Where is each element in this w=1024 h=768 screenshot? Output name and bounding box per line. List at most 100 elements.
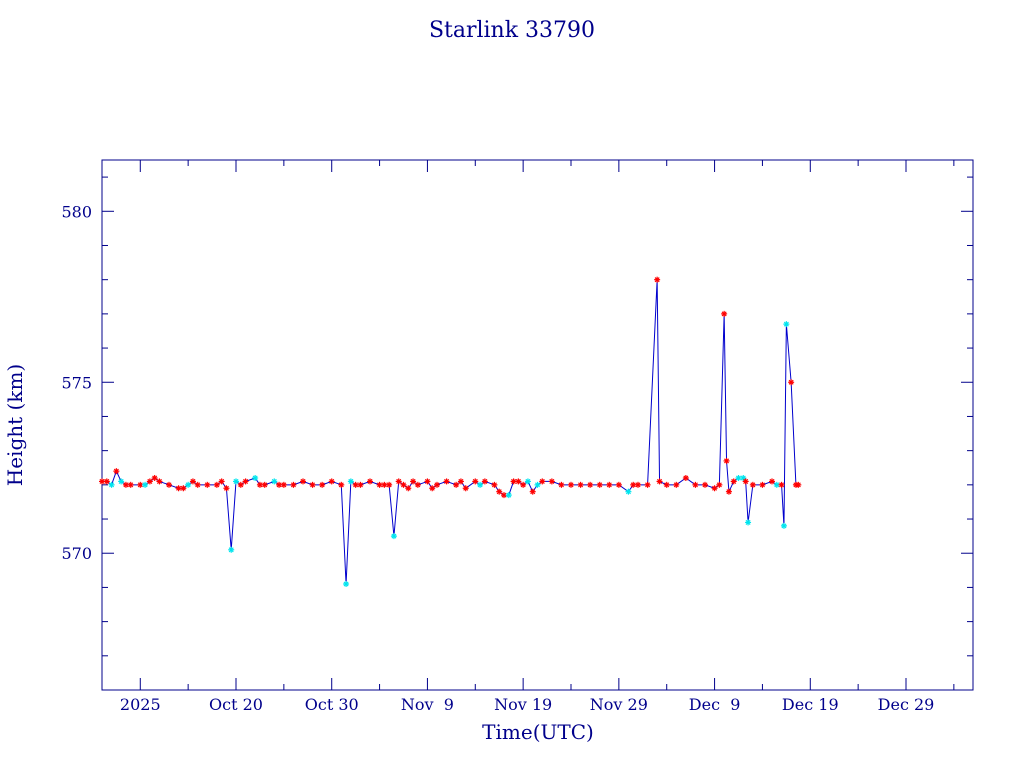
data-point — [256, 481, 263, 488]
data-point — [424, 478, 431, 485]
data-point — [635, 481, 641, 488]
data-point — [242, 478, 249, 485]
data-point — [290, 481, 297, 488]
data-point — [721, 310, 728, 317]
chart-title: Starlink 33790 — [429, 18, 595, 43]
data-point — [300, 478, 306, 485]
data-point — [410, 478, 417, 485]
data-point — [769, 478, 775, 485]
data-point — [759, 481, 766, 488]
series-line — [102, 279, 799, 585]
data-point — [146, 478, 153, 485]
data-point — [663, 481, 670, 488]
data-point — [795, 481, 802, 488]
axis-ticks — [102, 160, 973, 691]
data-point — [400, 481, 407, 488]
data-point — [108, 481, 115, 488]
data-point — [730, 478, 737, 485]
x-tick-label: Nov 9 — [401, 695, 454, 714]
data-point — [520, 481, 527, 488]
data-point — [443, 478, 450, 485]
data-point — [702, 481, 708, 488]
data-point — [558, 481, 565, 488]
data-point — [788, 379, 795, 386]
data-point — [496, 488, 503, 495]
data-point — [347, 478, 354, 485]
data-point — [405, 485, 412, 492]
data-point — [414, 481, 421, 488]
data-point — [261, 481, 268, 488]
y-tick-label: 570 — [61, 544, 92, 563]
data-point — [716, 481, 723, 488]
data-point — [529, 488, 536, 495]
data-point — [548, 478, 555, 485]
y-axis-label: Height (km) — [3, 364, 27, 486]
data-point — [596, 481, 603, 488]
data-point — [194, 481, 201, 488]
data-point — [237, 481, 244, 488]
x-tick-labels: 2025 Oct 20 Oct 30 Nov 9 Nov 19 Nov 29 Dec 9 De… — [120, 695, 934, 714]
data-point — [328, 478, 335, 485]
data-point — [390, 533, 397, 540]
data-point — [534, 481, 541, 488]
y-tick-label: 580 — [61, 202, 92, 221]
data-point — [218, 478, 225, 485]
data-point — [127, 481, 134, 488]
data-point — [539, 478, 546, 485]
data-point — [113, 468, 120, 475]
data-point — [343, 581, 350, 587]
data-point — [142, 481, 149, 488]
data-point — [481, 478, 488, 485]
data-point — [357, 481, 364, 488]
data-markers — [99, 276, 802, 587]
y-tick-labels: 570 575 580 — [61, 202, 92, 563]
data-point — [185, 481, 192, 488]
data-point — [472, 478, 479, 485]
data-point — [386, 481, 393, 488]
x-axis-label: Time(UTC) — [482, 720, 594, 744]
data-point — [166, 481, 172, 488]
x-tick-label: Dec 9 — [689, 695, 741, 714]
data-point — [505, 492, 512, 499]
y-tick-label: 575 — [61, 373, 92, 392]
data-point — [654, 276, 661, 283]
data-point — [615, 481, 622, 488]
data-point — [319, 481, 326, 488]
data-point — [309, 481, 316, 488]
data-point — [783, 321, 790, 328]
data-point — [711, 485, 718, 492]
data-point — [742, 478, 749, 485]
data-point — [156, 478, 163, 485]
data-point — [338, 481, 345, 488]
data-point — [780, 522, 787, 529]
data-point — [723, 457, 730, 464]
data-point — [577, 481, 584, 488]
data-point — [457, 478, 464, 485]
data-point — [740, 475, 747, 481]
data-point — [462, 485, 469, 492]
data-point — [429, 485, 436, 492]
data-point — [644, 481, 651, 488]
x-tick-label: Dec 19 — [782, 695, 839, 714]
data-point — [453, 481, 460, 488]
data-point — [477, 481, 484, 488]
data-point — [103, 478, 110, 485]
data-point — [673, 481, 680, 488]
data-point — [367, 478, 373, 485]
data-point — [745, 519, 752, 526]
data-point — [656, 478, 663, 485]
data-point — [682, 475, 689, 481]
data-point — [271, 478, 278, 485]
x-tick-label: Nov 19 — [494, 695, 552, 714]
data-point — [233, 478, 239, 485]
data-point — [434, 481, 440, 488]
x-tick-label: Dec 29 — [878, 695, 935, 714]
data-point — [395, 478, 402, 485]
data-point — [625, 488, 632, 495]
data-point — [587, 481, 594, 488]
data-point — [515, 478, 522, 485]
x-tick-label: Oct 30 — [305, 695, 359, 714]
data-point — [725, 488, 732, 495]
data-point — [180, 485, 187, 492]
